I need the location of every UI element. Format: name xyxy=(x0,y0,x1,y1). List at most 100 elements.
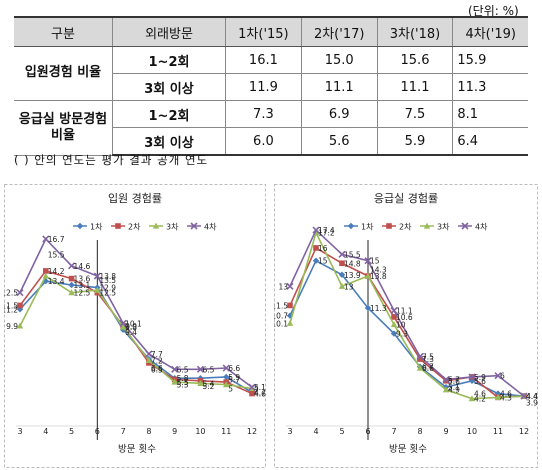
data-point xyxy=(67,262,76,270)
data-label: 6.7 xyxy=(422,363,434,372)
data-point xyxy=(390,306,398,315)
legend-label: 3차 xyxy=(437,223,450,232)
group-label-hospitalization: 입원경험 비율 xyxy=(14,46,113,101)
table-cell: 7.5 xyxy=(376,100,453,128)
data-point xyxy=(16,322,24,329)
data-point xyxy=(417,356,423,362)
data-label: 10.1 xyxy=(274,319,288,328)
data-label: 4.4 xyxy=(526,392,538,401)
data-point xyxy=(338,250,346,258)
data-label: 6.5 xyxy=(151,365,163,374)
x-tick-label: 9 xyxy=(172,427,177,436)
legend-marker xyxy=(152,222,160,229)
header-outpatient-visits: 외래방문 xyxy=(112,16,226,47)
data-point xyxy=(468,373,476,381)
data-label: 6.6 xyxy=(228,364,240,373)
data-point xyxy=(196,365,205,373)
data-label: 7.2 xyxy=(151,356,163,365)
chart-frame xyxy=(4,184,266,468)
data-label: 10.7 xyxy=(274,312,288,321)
data-label: 15.5 xyxy=(48,250,65,259)
x-tick-label: 10 xyxy=(195,427,205,436)
data-point xyxy=(42,235,50,243)
data-label: 13 xyxy=(344,282,354,291)
table-cell: 6.4 xyxy=(452,127,528,156)
table-row: 3회 이상 11.9 11.1 11.1 11.3 xyxy=(14,73,528,101)
data-label: 11.2 xyxy=(4,305,18,314)
data-label: 9.4 xyxy=(125,328,137,337)
data-label: 6.6 xyxy=(151,364,163,373)
data-point xyxy=(520,392,528,400)
data-point xyxy=(68,289,75,296)
data-label: 5.7 xyxy=(228,376,240,385)
data-label: 5 xyxy=(254,384,259,393)
data-label: 11.5 xyxy=(274,301,288,310)
data-label: 4.2 xyxy=(474,395,486,404)
data-label: 13.8 xyxy=(99,272,116,281)
data-label: 13 xyxy=(278,282,288,291)
data-label: 4.4 xyxy=(526,392,538,401)
x-tick-label: 4 xyxy=(43,427,48,436)
visits-label: 1~2회 xyxy=(112,46,226,74)
data-label: 15.5 xyxy=(344,250,361,259)
data-label: 5.1 xyxy=(254,383,266,392)
visits-label: 1~2회 xyxy=(112,100,226,128)
data-point xyxy=(68,281,75,289)
data-label: 4.6 xyxy=(474,390,486,399)
data-label: 12.5 xyxy=(74,289,91,298)
data-label: 4.3 xyxy=(500,393,512,402)
emergency-chart: 응급실 경험률 1차 2차 3차 4차 13 11.5 10.710.1 17.417.2 16 1… xyxy=(274,184,538,468)
data-point xyxy=(171,378,178,385)
series-line-4차 xyxy=(289,228,525,397)
data-label: 14.8 xyxy=(344,259,361,268)
x-tick-label: 10 xyxy=(467,427,477,436)
unit-label: (단위: %) xyxy=(468,4,519,18)
data-point xyxy=(390,321,398,328)
table-row: 3회 이상 6.0 5.6 5.9 6.4 xyxy=(14,127,528,156)
data-label: 13.6 xyxy=(74,275,91,284)
data-label: 9.8 xyxy=(125,323,137,332)
data-point xyxy=(390,330,398,337)
data-label: 6.5 xyxy=(177,365,189,374)
data-label: 7.5 xyxy=(422,353,434,362)
data-point xyxy=(119,323,127,330)
data-label: 13.4 xyxy=(48,277,65,286)
data-point xyxy=(16,289,24,297)
data-point xyxy=(338,271,346,278)
x-tick-label: 12 xyxy=(247,427,257,436)
legend-label: 1차 xyxy=(361,223,374,232)
data-point xyxy=(16,306,24,313)
data-label: 4.6 xyxy=(254,390,266,399)
x-tick-label: 3 xyxy=(17,427,22,436)
x-tick-label: 11 xyxy=(221,427,231,436)
data-point xyxy=(171,365,179,373)
data-point xyxy=(312,226,320,234)
data-label: 5.5 xyxy=(177,378,189,387)
data-point xyxy=(145,350,153,358)
table-row: 입원경험 비율 1~2회 16.1 15.0 15.6 15.9 xyxy=(14,46,528,101)
data-point xyxy=(416,352,424,361)
data-label: 5.6 xyxy=(474,377,486,386)
x-tick-label: 5 xyxy=(339,427,344,436)
series-line-3차 xyxy=(19,274,253,390)
table-cell: 11.9 xyxy=(225,73,302,101)
data-point xyxy=(338,282,346,289)
data-label: 6.5 xyxy=(202,365,214,374)
data-point xyxy=(494,393,502,400)
table-row: 응급실 방문경험 비율 1~2회 7.3 6.9 7.5 8.1 xyxy=(14,100,528,156)
x-tick-label: 8 xyxy=(417,427,422,436)
legend-label: 2차 xyxy=(399,223,412,232)
legend-marker xyxy=(423,222,431,229)
x-tick-label: 3 xyxy=(287,427,292,436)
visits-label: 3회 이상 xyxy=(112,73,226,101)
table-cell: 11.1 xyxy=(376,73,453,101)
group-label-emergency: 응급실 방문경험 비율 xyxy=(14,100,113,156)
data-label: 16 xyxy=(318,244,328,253)
data-label: 5.4 xyxy=(202,379,214,388)
header-round-4: 4차('19) xyxy=(452,16,528,47)
series-line-2차 xyxy=(289,246,525,399)
data-label: 5.1 xyxy=(448,383,460,392)
table-cell: 5.6 xyxy=(300,127,378,156)
data-label: 15 xyxy=(318,257,328,266)
table-footnote: ( ) 안의 연도는 평가 결과 공개 연도 xyxy=(14,153,209,167)
